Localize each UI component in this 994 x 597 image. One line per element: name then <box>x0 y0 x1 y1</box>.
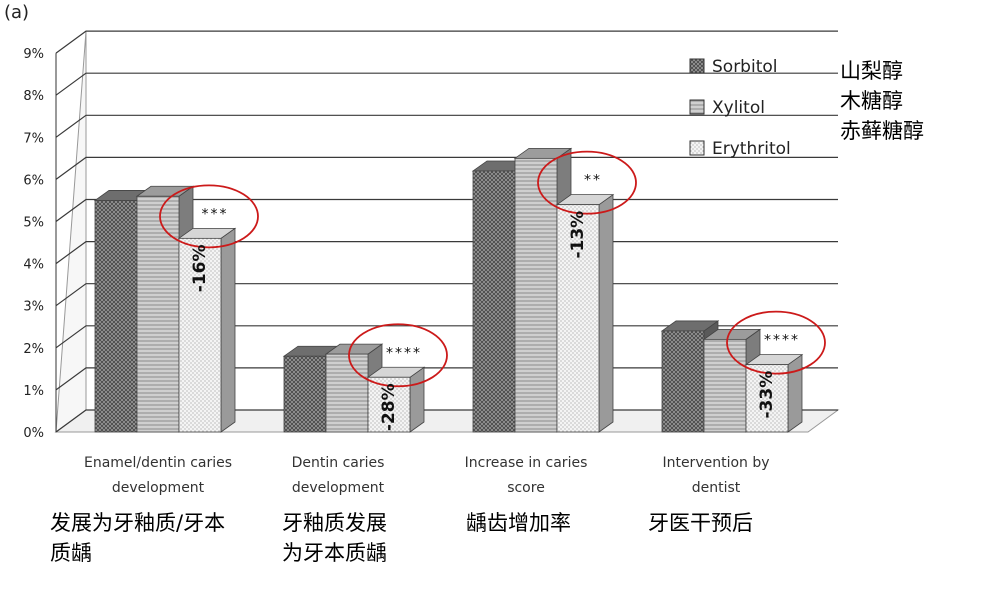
bar-front <box>514 157 558 433</box>
annotation-3: ** -13% <box>537 150 637 259</box>
x-tick-label-1: Enamel/dentin caries development <box>84 455 232 496</box>
bar-front <box>178 237 222 433</box>
y-tick-label: 3% <box>23 300 44 315</box>
legend-swatch-xylitol <box>689 99 705 115</box>
gridline <box>55 72 838 96</box>
category-cn-4: 牙医干预后 <box>648 511 753 535</box>
percent-change-label: -16% <box>190 244 210 292</box>
significance-stars: **** <box>764 333 800 349</box>
significance-ellipse <box>159 184 259 249</box>
y-tick-label: 9% <box>23 47 44 62</box>
bar-side <box>787 353 803 433</box>
category-cn-1: 发展为牙釉质/牙本质龋 <box>50 511 226 565</box>
legend-swatch-sorbitol <box>689 58 705 74</box>
bar-front <box>325 353 369 433</box>
bar-side <box>409 366 425 433</box>
panel-label: (a) <box>4 2 30 23</box>
legend-cn-erythritol: 赤藓糖醇 <box>840 119 924 143</box>
bar-front <box>556 204 600 433</box>
legend-item-sorbitol: Sorbitol <box>689 57 778 77</box>
significance-stars: ** <box>584 173 602 189</box>
annotation-1: *** -16% <box>159 184 259 292</box>
y-tick-label: 2% <box>23 342 44 357</box>
annotations: *** -16% **** -28% ** -13% **** -33% <box>159 150 826 431</box>
category-cn-2: 牙釉质发展为牙本质龋 <box>282 511 387 565</box>
significance-ellipse <box>537 150 637 215</box>
x-tick-label-4: Intervention by dentist <box>662 455 769 496</box>
bars <box>93 147 804 433</box>
y-tick-label: 7% <box>23 131 44 146</box>
annotation-2: **** -28% <box>348 323 448 431</box>
percent-change-label: -13% <box>568 211 588 259</box>
legend-cn-xylitol: 木糖醇 <box>840 89 903 113</box>
legend-item-xylitol: Xylitol <box>689 98 765 118</box>
gridline <box>55 114 838 138</box>
bar-front <box>703 338 747 433</box>
significance-stars: *** <box>202 206 229 222</box>
percent-change-label: -33% <box>757 371 777 419</box>
legend: Sorbitol Xylitol Erythritol <box>689 57 791 159</box>
legend-cn-sorbitol: 山梨醇 <box>840 59 903 83</box>
legend-label-sorbitol: Sorbitol <box>712 57 778 77</box>
x-tick-label-2: Dentin caries development <box>292 455 385 496</box>
x-tick-labels: Enamel/dentin caries development Dentin ca… <box>84 455 770 496</box>
legend-label-erythritol: Erythritol <box>712 139 791 159</box>
y-tick-label: 6% <box>23 173 44 188</box>
bar-front <box>745 364 789 433</box>
y-tick-label: 0% <box>23 426 44 441</box>
y-tick-label: 8% <box>23 89 44 104</box>
category-cn-3: 龋齿增加率 <box>466 511 571 535</box>
bar-front <box>94 200 138 433</box>
gridline <box>55 30 838 54</box>
y-tick-label: 5% <box>23 216 44 231</box>
legend-item-erythritol: Erythritol <box>689 139 791 159</box>
y-tick-label: 1% <box>23 384 44 399</box>
y-tick-labels: 0% 1% 2% 3% 4% 5% 6% 7% 8% 9% <box>23 47 44 441</box>
significance-ellipse <box>348 323 448 388</box>
x-tick-label-3: Increase in caries score <box>465 455 588 496</box>
bar-front <box>661 330 705 433</box>
percent-change-label: -28% <box>379 383 399 431</box>
bar-front <box>472 170 516 433</box>
significance-stars: **** <box>386 345 422 361</box>
gridline <box>55 156 838 180</box>
annotation-4: **** -33% <box>726 310 826 419</box>
y-tick-label: 4% <box>23 258 44 273</box>
legend-swatch-erythritol <box>689 140 705 156</box>
bar-erythritol-4 <box>744 353 804 433</box>
bar-side <box>598 193 614 433</box>
bar-front <box>283 355 327 433</box>
bar-erythritol-3 <box>555 193 615 433</box>
bar-front <box>136 195 180 433</box>
legend-label-xylitol: Xylitol <box>712 98 765 118</box>
significance-ellipse <box>726 310 826 375</box>
bar-erythritol-1 <box>177 227 237 433</box>
bar-side <box>220 227 236 433</box>
